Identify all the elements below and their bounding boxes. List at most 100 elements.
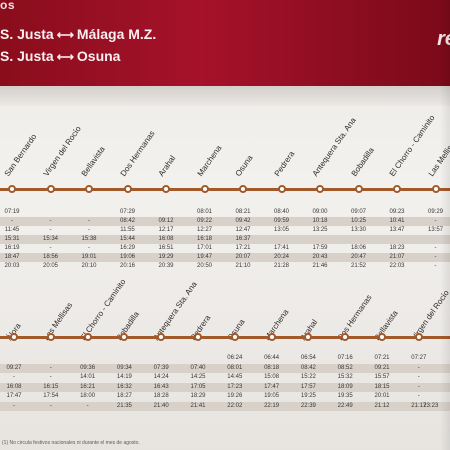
departure-time: 13:47 [389, 227, 405, 233]
glare-band [0, 86, 450, 106]
departure-time: 09:22 [196, 218, 212, 224]
departure-time: - [434, 254, 437, 260]
departure-time: 14:01 [80, 374, 96, 380]
departure-time: 22:02 [227, 402, 243, 409]
departure-time: - [49, 227, 52, 233]
departure-time: 13:05 [273, 227, 289, 233]
departure-time: 17:59 [312, 245, 328, 251]
departure-time: - [88, 218, 90, 224]
departure-time: 09:34 [116, 364, 132, 371]
station-stop-marker [162, 185, 170, 193]
station-stop-marker [85, 185, 93, 193]
departure-time: 07:21 [374, 355, 390, 361]
departure-time: 23:23 [423, 402, 439, 409]
departure-time: 08:01 [196, 209, 212, 215]
departure-time: 20:47 [350, 254, 366, 260]
departure-time: 17:01 [196, 245, 212, 251]
station-label: Pedrera [272, 149, 296, 178]
station-label: Virgen del Rocío [41, 124, 83, 178]
departure-time: 21:07 [389, 254, 405, 260]
route-origin: S. Justa [0, 48, 54, 64]
station-stop-marker [10, 333, 18, 341]
timetable-row: 16:08 16:15 16:21 16:32 16:43 17:05 17:23 17:47… [0, 382, 450, 392]
departure-time: - [13, 402, 15, 409]
station-label: San Bernardo [2, 132, 39, 178]
departure-time: 22:03 [389, 263, 405, 269]
departure-time: 21:52 [350, 263, 366, 269]
departure-time: 14:25 [190, 374, 206, 380]
station-header-row: San Bernardo Virgen del Rocío Bellavista Do… [0, 112, 450, 182]
departure-time: 15:34 [42, 236, 58, 242]
departure-time: 20:24 [273, 254, 289, 260]
footnote: (1) No circula festivos nacionales ni du… [2, 440, 140, 446]
timetable-row: 09:27 - 09:36 09:34 07:39 07:40 08:01 08:18 08:4… [0, 363, 450, 373]
departure-time: - [49, 374, 52, 380]
departure-time: 08:21 [235, 209, 251, 215]
timetable-row: 11:45 - - 11:55 12:17 12:27 12:47 13:05 13:25 13:… [0, 226, 450, 235]
departure-time: 21:10 [235, 263, 251, 269]
departure-time: 20:39 [158, 263, 174, 269]
timetable-row: 07:19 07:29 08:01 08:21 08:40 09:00 09:07 09:23… [0, 208, 450, 217]
departure-time: 06:54 [300, 355, 316, 361]
station-stop-marker [277, 185, 286, 193]
outbound-timetable: San Bernardo Virgen del Rocío Bellavista Do… [0, 112, 450, 272]
departure-time: 20:43 [312, 254, 328, 260]
departure-time: 09:21 [374, 364, 390, 371]
departure-time: 07:19 [4, 209, 20, 215]
route-title-osuna: S. Justa ⟷ Osuna [0, 48, 120, 64]
departure-time: 18:28 [153, 393, 169, 399]
timetable-row: - - 14:01 14:19 14:24 14:25 14:45 15:08 15:22 15:… [0, 373, 450, 382]
departure-time: 21:40 [153, 402, 169, 409]
departure-time: 10:41 [389, 218, 405, 224]
departure-time: 11:55 [120, 227, 135, 233]
departure-time: 20:03 [4, 263, 20, 269]
station-stop-marker [304, 333, 313, 341]
departure-time: 16:19 [4, 245, 20, 251]
departure-time: 13:30 [350, 227, 366, 233]
departure-time: 17:57 [300, 383, 316, 390]
timetable-row: 16:19 - - 16:29 16:51 17:01 17:21 17:41 17:59 18:… [0, 244, 450, 253]
departure-time: 11:45 [4, 227, 20, 233]
departure-time: 18:29 [190, 393, 206, 399]
departure-time: 16:08 [6, 383, 22, 390]
departure-time: 19:47 [196, 254, 212, 260]
station-label: Bobadilla [349, 145, 376, 178]
departure-time: 07:16 [337, 355, 353, 361]
station-stop-marker [83, 333, 92, 341]
departure-time: 18:09 [337, 383, 353, 390]
departure-time: 21:28 [273, 263, 289, 269]
departure-time: 07:39 [153, 364, 169, 371]
station-stop-marker [230, 333, 239, 341]
departure-time: 20:16 [119, 263, 135, 269]
departure-time: 15:08 [264, 374, 280, 380]
station-stop-marker [200, 185, 209, 193]
departure-time: 08:40 [273, 209, 289, 215]
departure-time: 19:26 [227, 393, 243, 399]
departure-time: - [49, 364, 52, 371]
departure-time: 12:47 [235, 227, 251, 233]
departure-time: 18:47 [4, 254, 20, 260]
departure-time: 19:05 [264, 393, 280, 399]
departure-time: 06:24 [227, 355, 243, 361]
departure-time: 16:08 [158, 236, 174, 242]
station-label: Dos Hermanas [118, 129, 157, 178]
departure-time: 09:27 [6, 364, 22, 371]
station-stop-marker [341, 333, 350, 341]
timetable-row: 15:31 15:34 15:38 15:44 16:08 16:18 16:37 [0, 235, 450, 244]
route-track-line [0, 185, 450, 193]
departure-time: 19:01 [81, 254, 97, 260]
station-stop-marker [378, 333, 386, 341]
timetable-row: 17:47 17:54 18:00 18:27 18:28 18:29 19:26 19:05… [0, 392, 450, 401]
departure-time: 09:36 [80, 364, 96, 371]
departure-time: 17:21 [235, 245, 251, 251]
departure-time: 13:57 [427, 227, 443, 233]
departure-time: - [434, 245, 437, 251]
timetable-row: - - - 08:42 09:12 09:22 09:42 09:59 10:18 10:25 10… [0, 217, 450, 226]
departure-time: 07:40 [190, 364, 206, 371]
station-stop-marker [194, 333, 202, 341]
departure-time: - [49, 402, 52, 409]
departure-time: 20:07 [235, 254, 251, 260]
departure-time: 18:00 [80, 393, 96, 399]
station-stop-marker [120, 333, 129, 341]
